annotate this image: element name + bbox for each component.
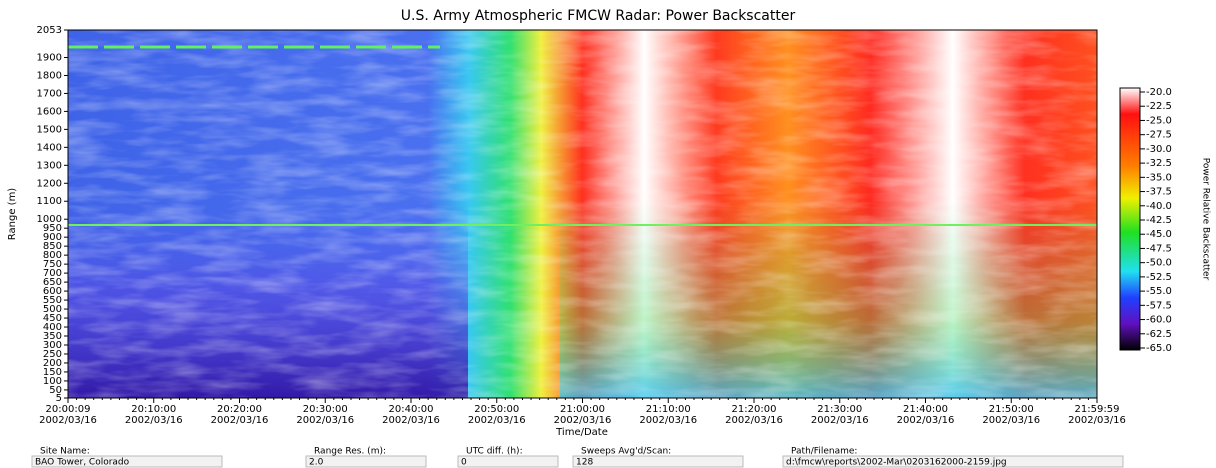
- y-tick-label: 1800: [37, 70, 62, 81]
- y-tick-label: 850: [43, 241, 62, 252]
- colorbar-tick-label: -37.5: [1146, 187, 1172, 198]
- colorbar-tick-label: -22.5: [1146, 101, 1172, 112]
- field-box: [305, 455, 427, 468]
- colorbar-tick-label: -62.5: [1146, 329, 1172, 340]
- x-tick-date: 2002/03/16: [897, 415, 955, 426]
- x-tick-time: 21:00:00: [560, 404, 605, 415]
- field-box: [782, 455, 1124, 468]
- y-tick-label: 950: [43, 223, 62, 234]
- x-tick-date: 2002/03/16: [382, 415, 440, 426]
- y-tick-label: 800: [43, 250, 62, 261]
- x-tick-date: 2002/03/16: [554, 415, 612, 426]
- y-tick-label: 1700: [37, 88, 62, 99]
- field-value: 0: [461, 458, 467, 468]
- x-tick-time: 21:59:59: [1075, 404, 1120, 415]
- y-tick-label: 200: [43, 358, 62, 369]
- y-tick-label: 450: [43, 313, 62, 324]
- chart-title: U.S. Army Atmospheric FMCW Radar: Power …: [401, 8, 796, 24]
- colorbar-tick-label: -42.5: [1146, 215, 1172, 226]
- x-tick-date: 2002/03/16: [1068, 415, 1126, 426]
- y-tick-label: 2053: [37, 25, 62, 36]
- colorbar-tick-label: -20.0: [1146, 87, 1172, 98]
- colorbar-tick-label: -55.0: [1146, 286, 1172, 297]
- y-tick-label: 1400: [37, 142, 62, 153]
- x-tick-date: 2002/03/16: [39, 415, 97, 426]
- colorbar-tick-label: -40.0: [1146, 201, 1172, 212]
- y-tick-label: 700: [43, 268, 62, 279]
- x-tick-time: 21:50:00: [989, 404, 1034, 415]
- field-box: [457, 455, 559, 468]
- colorbar-tick-label: -60.0: [1146, 315, 1172, 326]
- y-tick-label: 500: [43, 304, 62, 315]
- y-tick-label: 750: [43, 259, 62, 270]
- y-tick-label: 650: [43, 277, 62, 288]
- x-tick-date: 2002/03/16: [811, 415, 869, 426]
- colorbar-tick-label: -45.0: [1146, 229, 1172, 240]
- y-tick-label: 600: [43, 286, 62, 297]
- field-box: [31, 455, 223, 468]
- colorbar-tick-label: -32.5: [1146, 158, 1172, 169]
- colorbar-tick-label: -52.5: [1146, 272, 1172, 283]
- y-tick-label: 350: [43, 331, 62, 342]
- x-tick-time: 21:20:00: [732, 404, 777, 415]
- x-tick-time: 21:10:00: [646, 404, 691, 415]
- x-tick-time: 20:10:00: [131, 404, 176, 415]
- y-tick-label: 1200: [37, 178, 62, 189]
- x-tick-time: 21:30:00: [817, 404, 862, 415]
- y-tick-label: 50: [49, 385, 62, 396]
- field-value: 128: [576, 458, 593, 468]
- x-tick-date: 2002/03/16: [211, 415, 269, 426]
- x-axis-label: Time/Date: [555, 427, 608, 438]
- field-label: UTC diff. (h):: [466, 447, 523, 457]
- y-axis-label: Range (m): [7, 188, 18, 241]
- colorbar-tick-label: -47.5: [1146, 243, 1172, 254]
- x-tick-date: 2002/03/16: [125, 415, 183, 426]
- x-tick-time: 20:30:00: [303, 404, 348, 415]
- y-tick-label: 1900: [37, 52, 62, 63]
- field-label: Range Res. (m):: [314, 447, 386, 457]
- y-tick-label: 1300: [37, 160, 62, 171]
- field-label: Sweeps Avg'd/Scan:: [581, 447, 671, 457]
- y-tick-label: 550: [43, 295, 62, 306]
- field-value: BAO Tower, Colorado: [35, 458, 130, 468]
- y-tick-label: 250: [43, 349, 62, 360]
- x-tick-date: 2002/03/16: [639, 415, 697, 426]
- y-tick-label: 400: [43, 322, 62, 333]
- y-tick-label: 1100: [37, 196, 62, 207]
- y-tick-label: 5: [56, 393, 62, 404]
- y-tick-label: 300: [43, 340, 62, 351]
- y-tick-label: 1000: [37, 214, 62, 225]
- field-value: d:\fmcw\reports\2002-Mar\0203162000-2159…: [786, 458, 1007, 468]
- x-tick-time: 20:20:00: [217, 404, 262, 415]
- y-tick-label: 1600: [37, 106, 62, 117]
- x-tick-time: 20:40:00: [389, 404, 434, 415]
- colorbar: [1119, 87, 1141, 351]
- colorbar-tick-label: -27.5: [1146, 130, 1172, 141]
- heatmap-image: [68, 30, 1097, 398]
- colorbar-tick-label: -50.0: [1146, 258, 1172, 269]
- colorbar-tick-label: -30.0: [1146, 144, 1172, 155]
- field-box: [572, 455, 744, 468]
- field-value: 2.0: [309, 458, 324, 468]
- colorbar-tick-label: -25.0: [1146, 115, 1172, 126]
- x-tick-time: 20:00:09: [46, 404, 91, 415]
- colorbar-tick-label: -57.5: [1146, 300, 1172, 311]
- x-tick-date: 2002/03/16: [468, 415, 526, 426]
- colorbar-label: Power Relative Backscatter: [1201, 158, 1211, 281]
- y-tick-label: 150: [43, 367, 62, 378]
- colorbar-tick-label: -65.0: [1146, 343, 1172, 354]
- y-tick-label: 900: [43, 232, 62, 243]
- y-tick-label: 1500: [37, 124, 62, 135]
- field-label: Path/Filename:: [791, 447, 857, 457]
- y-tick-label: 100: [43, 376, 62, 387]
- x-tick-time: 21:40:00: [903, 404, 948, 415]
- x-tick-date: 2002/03/16: [982, 415, 1040, 426]
- x-tick-date: 2002/03/16: [725, 415, 783, 426]
- x-tick-date: 2002/03/16: [296, 415, 354, 426]
- x-tick-time: 20:50:00: [474, 404, 519, 415]
- field-label: Site Name:: [40, 447, 90, 457]
- colorbar-tick-label: -35.0: [1146, 172, 1172, 183]
